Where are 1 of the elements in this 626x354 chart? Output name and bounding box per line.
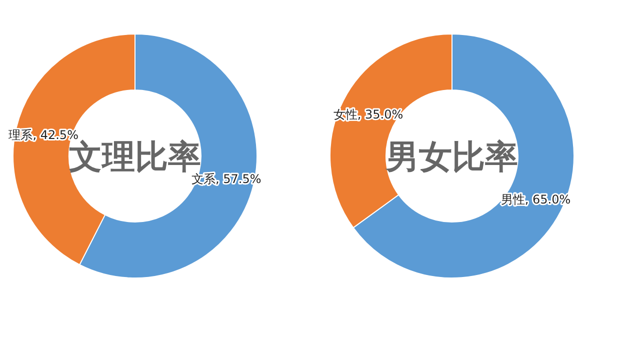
text: 男女比率 [385, 137, 518, 176]
